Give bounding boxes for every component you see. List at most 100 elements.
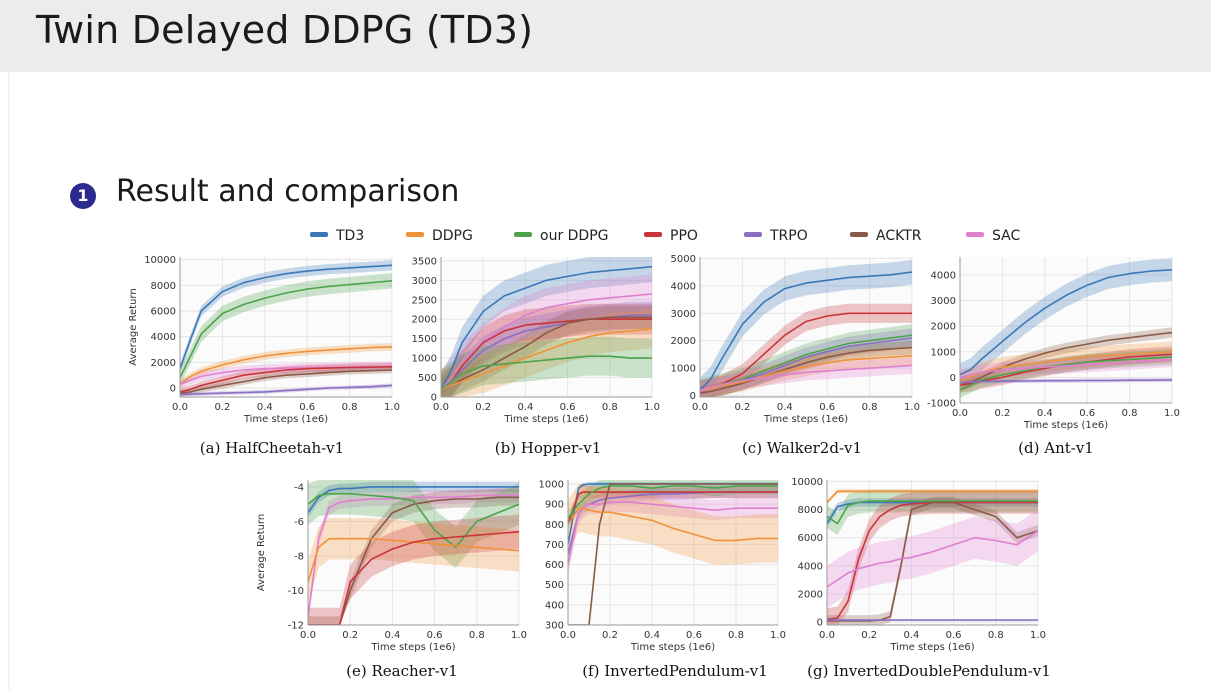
series-band-ddpg <box>441 309 652 397</box>
y-tick-label: 2000 <box>412 315 437 326</box>
x-tick-label: 0.2 <box>214 402 230 413</box>
chart-panel-f-invertedpendulum-v1: 0.0 0.2 0.4 0.6 0.8 1.0 300 400 500 600 700 800 900 1… <box>539 480 786 680</box>
chart-legend: TD3 DDPG our DDPG PPO TRPO ACKTR SAC <box>310 228 1070 248</box>
y-tick-label: 4000 <box>798 561 823 572</box>
subfigure-caption: (e) Reacher-v1 <box>346 662 458 680</box>
y-tick-label: 8000 <box>798 505 823 516</box>
x-tick-label: 0.4 <box>777 402 793 413</box>
series-line-ddpg <box>441 328 652 390</box>
y-tick-label: 6000 <box>798 533 823 544</box>
x-axis-label: Time steps (1e6) <box>630 642 715 653</box>
series-line-ppo <box>568 491 778 525</box>
x-tick-label: 0.8 <box>1122 408 1138 419</box>
y-tick-label: 2000 <box>798 590 823 601</box>
series-line-acktr <box>441 316 652 390</box>
y-tick-label: 1000 <box>412 354 437 365</box>
x-axis-label: Time steps (1e6) <box>763 414 848 425</box>
legend-swatch <box>644 231 662 237</box>
series-band-sac <box>441 274 652 397</box>
section-title: Result and comparison <box>116 174 460 209</box>
y-axis-label: Average Return <box>256 514 267 591</box>
y-tick-label: 0 <box>431 393 437 404</box>
series-band-ppo <box>827 491 1038 625</box>
y-tick-label: 3000 <box>931 296 956 307</box>
series-band-sac <box>308 488 519 624</box>
legend-entry-ddpg: DDPG <box>406 228 473 248</box>
x-tick-label: 0.2 <box>602 630 618 641</box>
series-line-trpo <box>180 384 392 396</box>
series-line-ddpg <box>700 355 912 391</box>
x-tick-label: 0.8 <box>862 402 878 413</box>
series-band-td3 <box>308 481 519 518</box>
legend-swatch <box>744 231 762 237</box>
y-tick-label: -10 <box>288 586 304 597</box>
y-tick-label: 3000 <box>671 309 696 320</box>
y-tick-label: 3000 <box>412 276 437 287</box>
series-group <box>568 480 778 625</box>
series-line-acktr <box>568 483 778 625</box>
subfigure-caption: (c) Walker2d-v1 <box>742 439 862 457</box>
y-tick-label: -1000 <box>927 399 956 410</box>
slide-title-bar: Twin Delayed DDPG (TD3) <box>0 0 1211 72</box>
series-line-ppo <box>308 531 519 625</box>
series-line-our-ddpg <box>180 280 392 379</box>
legend-label: our DDPG <box>540 228 609 244</box>
subfigure-caption: (b) Hopper-v1 <box>495 439 602 457</box>
y-tick-label: 1000 <box>671 364 696 375</box>
x-axis-label: Time steps (1e6) <box>1023 420 1108 431</box>
series-band-acktr <box>180 366 392 397</box>
x-tick-label: 0.0 <box>819 630 835 641</box>
x-tick-label: 0.6 <box>819 402 835 413</box>
subfigure-caption: (g) InvertedDoublePendulum-v1 <box>807 662 1051 680</box>
x-tick-label: 0.6 <box>560 402 576 413</box>
x-tick-label: 1.0 <box>384 402 400 413</box>
series-line-ddpg <box>308 537 519 583</box>
x-tick-label: 0.4 <box>517 402 533 413</box>
y-tick-label: 900 <box>545 500 564 511</box>
x-tick-label: 0.0 <box>952 408 968 419</box>
y-tick-label: 600 <box>545 560 564 571</box>
y-tick-label: 1500 <box>412 334 437 345</box>
series-band-acktr <box>700 340 912 397</box>
series-group <box>827 489 1038 625</box>
series-band-ppo <box>308 514 519 625</box>
x-tick-label: 0.2 <box>734 402 750 413</box>
series-line-acktr <box>960 331 1172 386</box>
x-axis-label: Time steps (1e6) <box>370 642 455 653</box>
series-line-acktr <box>700 346 912 394</box>
x-tick-label: 0.4 <box>1037 408 1053 419</box>
y-tick-label: 0 <box>690 391 696 402</box>
x-tick-label: 1.0 <box>770 630 786 641</box>
y-tick-label: 400 <box>545 600 564 611</box>
y-tick-label: 1000 <box>931 347 956 358</box>
y-tick-label: 500 <box>418 373 437 384</box>
x-tick-label: 0.8 <box>602 402 618 413</box>
y-tick-label: 4000 <box>931 270 956 281</box>
y-tick-label: 3500 <box>412 256 437 267</box>
series-band-ppo <box>441 303 652 397</box>
series-line-our-ddpg <box>308 493 519 549</box>
y-tick-label: 2000 <box>931 322 956 333</box>
series-line-our-ddpg <box>827 500 1038 525</box>
legend-entry-trpo: TRPO <box>744 228 808 248</box>
legend-swatch <box>514 231 532 237</box>
series-band-sac <box>700 357 912 397</box>
series-line-ddpg <box>827 490 1038 504</box>
subfigure-caption: (f) InvertedPendulum-v1 <box>582 662 768 680</box>
series-line-sac <box>827 530 1038 588</box>
series-group <box>441 257 652 397</box>
series-line-our-ddpg <box>441 355 652 390</box>
y-tick-label: 1000 <box>539 480 564 491</box>
legend-label: TD3 <box>336 228 365 244</box>
y-tick-label: 10000 <box>791 477 823 488</box>
series-line-sac <box>568 501 778 565</box>
series-group <box>960 258 1172 398</box>
legend-swatch <box>406 231 424 237</box>
series-line-td3 <box>960 269 1172 376</box>
series-band-ppo <box>700 303 912 397</box>
y-tick-label: 6000 <box>151 306 176 317</box>
x-tick-label: 0.8 <box>988 630 1004 641</box>
x-axis-label: Time steps (1e6) <box>243 414 328 425</box>
x-tick-label: 0.2 <box>342 630 358 641</box>
y-tick-label: 0 <box>950 373 956 384</box>
